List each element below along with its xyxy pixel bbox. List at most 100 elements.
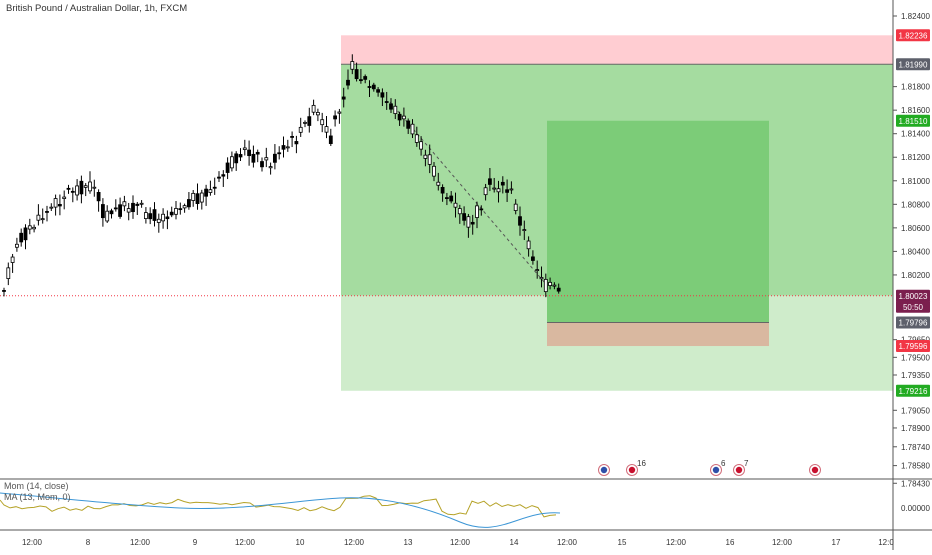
candle[interactable] — [2, 290, 6, 292]
price-tag-gray[interactable] — [896, 58, 930, 71]
candle[interactable] — [75, 185, 79, 196]
momentum-line[interactable] — [0, 495, 557, 518]
candle[interactable] — [70, 190, 75, 193]
candle[interactable] — [186, 199, 191, 208]
candle[interactable] — [470, 221, 475, 225]
candle[interactable] — [440, 186, 445, 194]
candle[interactable] — [483, 187, 488, 196]
candle[interactable] — [444, 197, 449, 200]
candle[interactable] — [212, 186, 217, 189]
candle[interactable] — [66, 187, 71, 190]
candle[interactable] — [526, 240, 531, 250]
candle[interactable] — [229, 156, 234, 169]
momentum-indicator-label[interactable]: Mom (14, close) — [4, 481, 69, 491]
candle[interactable] — [195, 193, 200, 205]
candle[interactable] — [19, 232, 24, 243]
candle[interactable] — [105, 210, 110, 222]
candle[interactable] — [40, 218, 45, 221]
trend-line[interactable] — [389, 101, 546, 284]
candle[interactable] — [199, 192, 204, 203]
candle[interactable] — [234, 153, 239, 164]
price-tag-green[interactable] — [896, 384, 930, 397]
candle[interactable] — [505, 189, 510, 193]
candle[interactable] — [225, 162, 230, 173]
candle[interactable] — [255, 151, 260, 155]
candle[interactable] — [346, 79, 350, 86]
candle[interactable] — [23, 227, 28, 241]
candle[interactable] — [277, 152, 282, 155]
candle[interactable] — [406, 120, 411, 129]
price-tag-red[interactable] — [896, 29, 930, 42]
candle[interactable] — [354, 69, 359, 80]
candle[interactable] — [518, 216, 522, 226]
candle[interactable] — [307, 116, 312, 126]
candle[interactable] — [182, 205, 187, 209]
ma-indicator-label[interactable]: MA (13, Mom, 0) — [4, 492, 71, 502]
candle[interactable] — [449, 195, 454, 202]
candle[interactable] — [109, 210, 114, 215]
candle[interactable] — [251, 153, 256, 163]
candle[interactable] — [260, 161, 264, 168]
candle[interactable] — [264, 157, 269, 161]
candle[interactable] — [367, 86, 372, 88]
candle[interactable] — [419, 141, 424, 150]
candle[interactable] — [311, 104, 316, 113]
candle[interactable] — [410, 123, 415, 135]
candle[interactable] — [320, 119, 325, 126]
candle[interactable] — [156, 218, 161, 223]
candle[interactable] — [285, 146, 290, 149]
inner-stop-zone[interactable] — [547, 322, 769, 347]
candle[interactable] — [453, 202, 458, 208]
candle[interactable] — [358, 79, 363, 82]
candle[interactable] — [247, 149, 252, 157]
candle[interactable] — [122, 201, 127, 207]
price-tag-red[interactable] — [896, 340, 930, 353]
candle[interactable] — [242, 147, 247, 150]
candle[interactable] — [148, 213, 153, 220]
candle[interactable] — [384, 101, 389, 103]
candle[interactable] — [457, 208, 462, 215]
candle[interactable] — [401, 115, 406, 120]
candle[interactable] — [492, 187, 497, 190]
candle[interactable] — [475, 205, 479, 218]
candle[interactable] — [303, 121, 307, 124]
candle[interactable] — [92, 186, 97, 189]
candle[interactable] — [272, 153, 277, 163]
candle[interactable] — [531, 256, 535, 261]
candle[interactable] — [88, 181, 92, 192]
candle[interactable] — [178, 208, 183, 211]
candle[interactable] — [462, 213, 467, 221]
candle[interactable] — [27, 225, 32, 230]
candle[interactable] — [539, 277, 544, 280]
candle[interactable] — [49, 206, 54, 209]
candle[interactable] — [500, 181, 505, 186]
candle[interactable] — [423, 154, 428, 159]
candle[interactable] — [217, 176, 221, 179]
stop-loss-zone[interactable] — [341, 35, 893, 65]
price-tag-gray[interactable] — [896, 316, 930, 329]
candle[interactable] — [487, 178, 492, 185]
candle[interactable] — [466, 216, 471, 228]
candle[interactable] — [535, 269, 540, 272]
candle[interactable] — [548, 281, 552, 286]
candle[interactable] — [45, 211, 49, 213]
candle[interactable] — [376, 89, 381, 93]
candle[interactable] — [101, 204, 105, 219]
candle[interactable] — [58, 204, 62, 207]
candle[interactable] — [393, 105, 398, 114]
candle[interactable] — [32, 226, 36, 230]
candle[interactable] — [397, 113, 402, 121]
candle[interactable] — [380, 92, 385, 98]
candle[interactable] — [62, 196, 67, 199]
candle[interactable] — [414, 134, 419, 143]
candle[interactable] — [135, 203, 140, 206]
candle[interactable] — [294, 141, 299, 145]
candle[interactable] — [509, 188, 514, 191]
candle[interactable] — [191, 192, 196, 201]
candle[interactable] — [238, 154, 243, 158]
price-tag-purple[interactable] — [896, 289, 930, 302]
candle[interactable] — [371, 84, 376, 90]
candle[interactable] — [161, 213, 166, 222]
